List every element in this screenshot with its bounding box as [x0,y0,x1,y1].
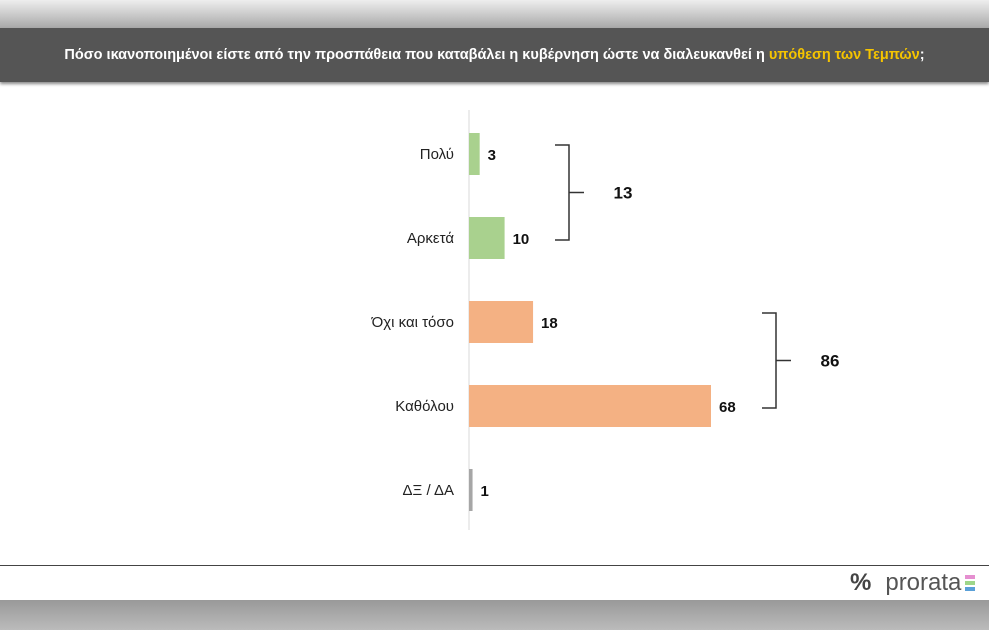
data-label: 68 [719,399,736,416]
title-highlight: υπόθεση των Τεμπών [768,47,920,63]
title-text: Πόσο ικανοποιημένοι είστε από την προσπά… [64,47,765,63]
bar-3 [469,385,711,427]
title-suffix: ; [919,47,925,63]
category-label: Πολύ [420,146,454,163]
data-label: 10 [513,231,530,248]
group-bracket [762,312,791,409]
prorata-logo: % prorata [850,568,976,598]
data-label: 3 [488,147,496,164]
category-label: ΔΞ / ΔΑ [403,482,454,499]
data-label: 1 [481,483,489,500]
category-label: Όχι και τόσο [371,314,454,331]
bar-1 [469,217,505,259]
bar-0 [469,133,480,175]
data-label: 18 [541,315,558,332]
chart-title: Πόσο ικανοποιημένοι είστε από την προσπά… [0,28,989,82]
bar-chart: Πολύ 3 Αρκετά 10 Όχι και τόσο 18 Καθόλου 68 ΔΞ /… [371,110,840,530]
logo-text: prorata [885,569,962,596]
top-background [0,0,989,28]
category-label: Αρκετά [407,230,454,247]
logo-bars-icon [965,575,976,591]
group-bracket [555,144,584,241]
footer-divider [0,565,989,566]
group-total-label: 86 [821,352,840,371]
bar-4 [469,469,473,511]
bar-2 [469,301,534,343]
logo-symbol: % [850,569,872,596]
category-label: Καθόλου [395,398,454,415]
bottom-background [0,600,989,630]
group-total-label: 13 [614,184,633,203]
